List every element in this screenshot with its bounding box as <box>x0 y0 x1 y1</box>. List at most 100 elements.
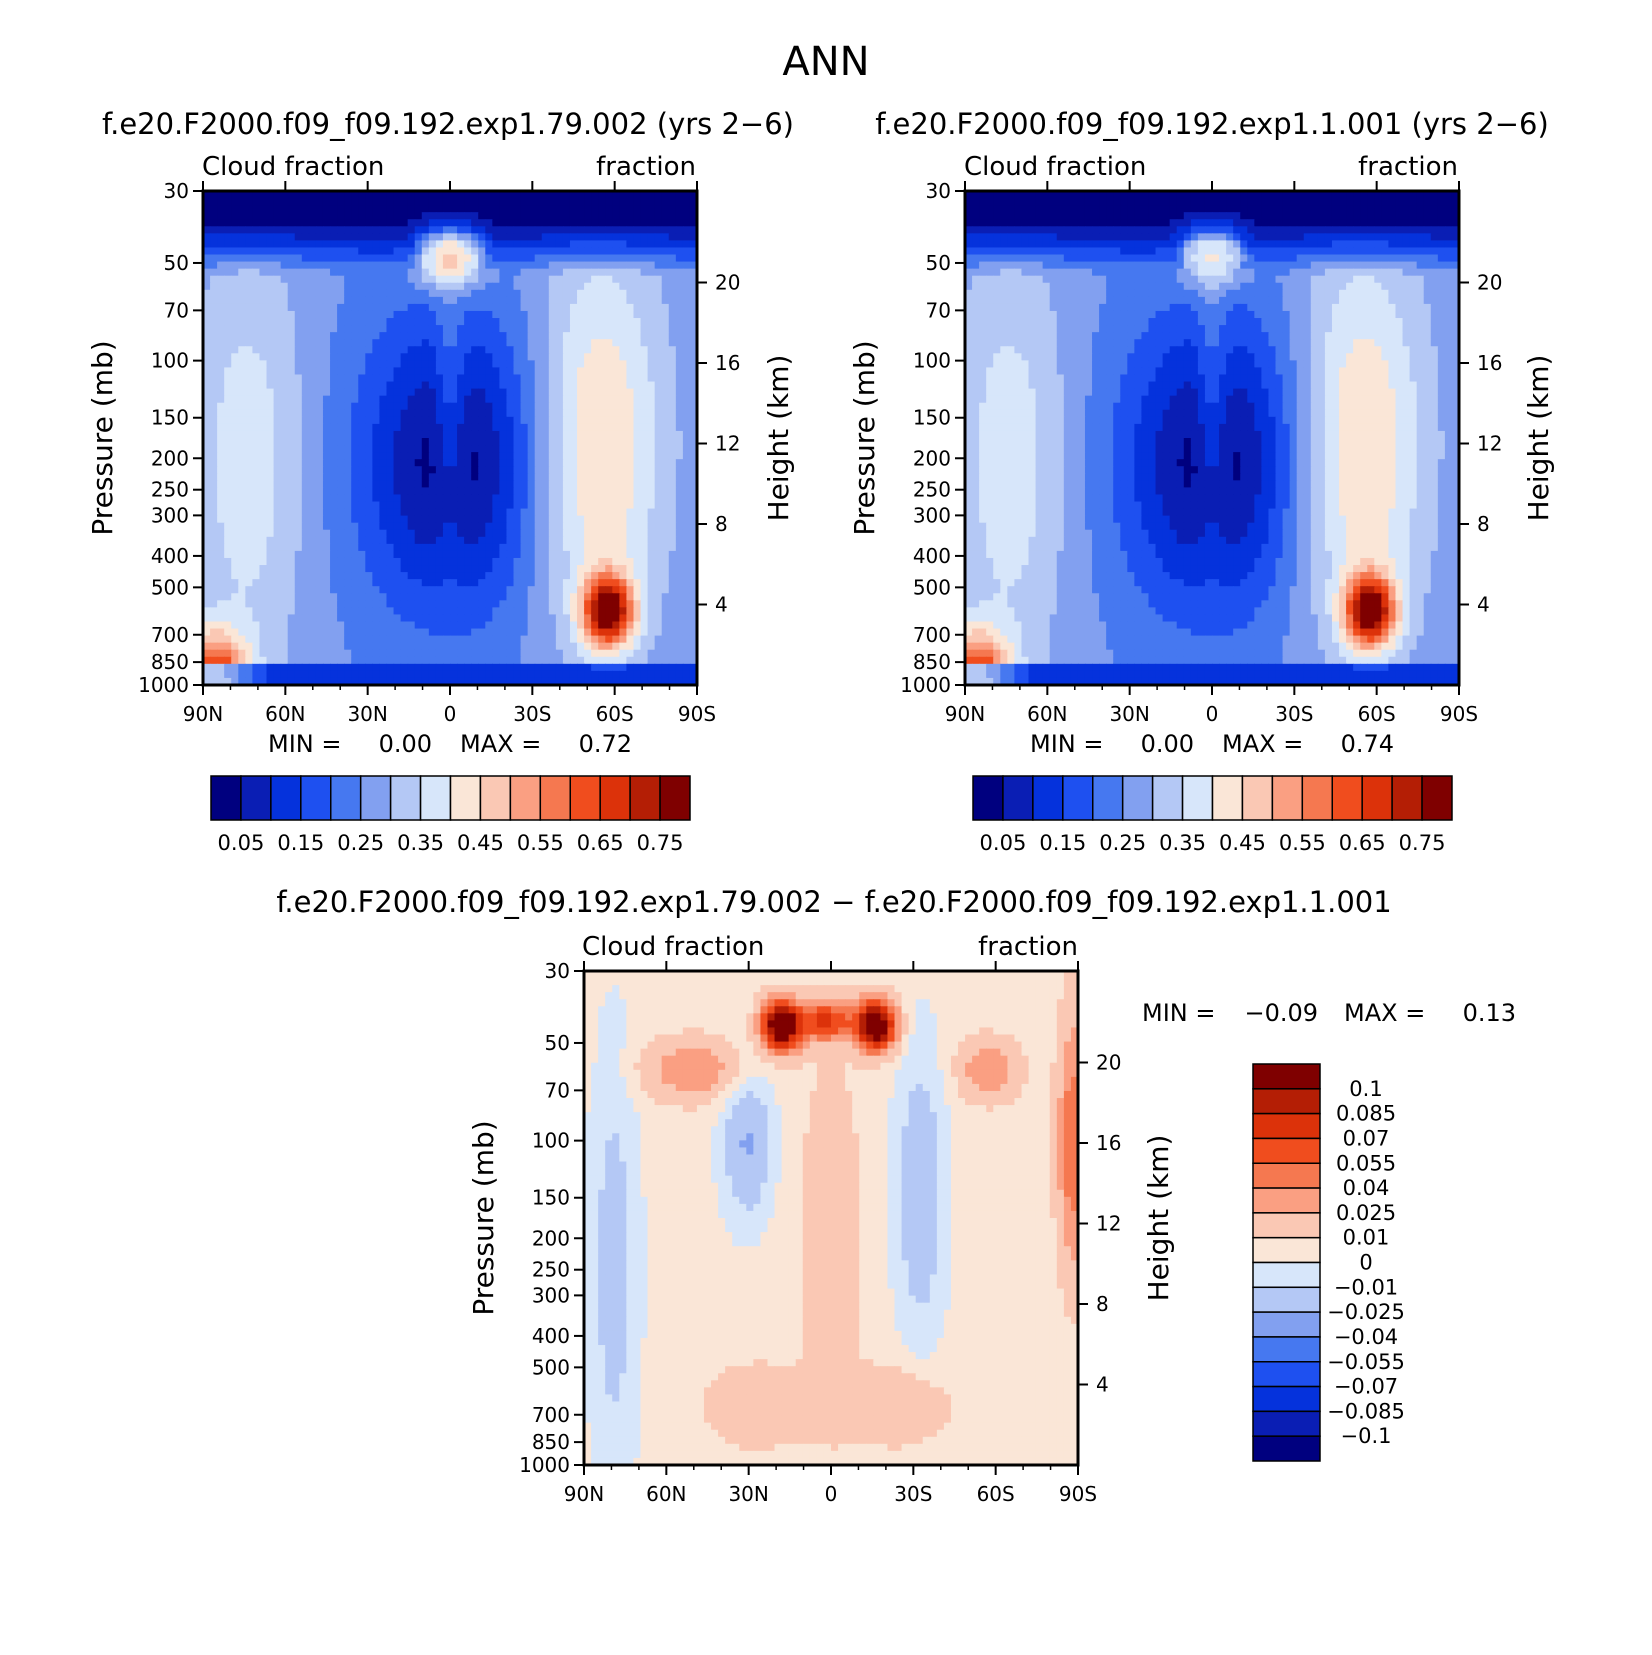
contour-cell <box>330 543 338 552</box>
contour-cell <box>492 353 500 361</box>
contour-cell <box>577 339 585 347</box>
contour-cell <box>598 332 606 340</box>
contour-cell <box>450 677 458 686</box>
contour-cell <box>619 494 628 503</box>
contour-cell <box>450 367 458 376</box>
contour-cell <box>471 452 479 460</box>
contour-cell <box>266 254 275 263</box>
contour-cell <box>633 268 642 277</box>
contour-cell <box>584 656 592 665</box>
contour-cell <box>513 607 522 616</box>
contour-cell <box>534 325 543 333</box>
contour-cell <box>407 226 416 234</box>
contour-cell <box>485 240 493 249</box>
contour-cell <box>499 649 508 658</box>
contour-cell <box>337 423 345 432</box>
contour-cell <box>598 565 606 573</box>
contour-cell <box>301 642 310 651</box>
contour-cell <box>414 233 423 241</box>
contour-cell <box>591 423 599 432</box>
contour-cell <box>231 586 239 594</box>
contour-cell <box>407 212 416 220</box>
contour-cell <box>322 296 331 305</box>
contour-cell <box>598 339 606 347</box>
contour-cell <box>428 466 437 474</box>
contour-cell <box>450 275 458 284</box>
contour-cell <box>400 557 409 566</box>
contour-cell <box>421 254 430 263</box>
contour-cell <box>534 381 543 390</box>
contour-cell <box>612 282 620 291</box>
contour-cell <box>478 536 486 545</box>
contour-cell <box>315 565 324 573</box>
contour-cell <box>407 409 416 418</box>
contour-cell <box>301 550 310 559</box>
contour-cell <box>393 487 402 496</box>
contour-cell <box>457 325 465 333</box>
contour-cell <box>668 275 677 284</box>
contour-cell <box>294 395 303 404</box>
contour-cell <box>238 219 246 227</box>
contour-cell <box>682 452 691 460</box>
contour-cell <box>598 522 606 531</box>
contour-cell <box>520 501 529 510</box>
contour-cell <box>527 656 536 665</box>
contour-cell <box>308 289 317 298</box>
contour-cell <box>661 557 670 566</box>
contour-cell <box>266 346 275 354</box>
contour-cell <box>626 480 635 488</box>
contour-cell <box>407 586 416 594</box>
contour-cell <box>259 466 268 474</box>
contour-cell <box>612 452 620 460</box>
contour-cell <box>675 395 684 404</box>
contour-cell <box>612 318 620 326</box>
contour-cell <box>619 565 628 573</box>
contour-cell <box>428 536 437 545</box>
contour-cell <box>435 395 444 404</box>
contour-cell <box>464 360 472 369</box>
contour-cell <box>591 388 599 397</box>
contour-cell <box>224 649 232 658</box>
contour-cell <box>407 430 416 439</box>
contour-cell <box>541 656 550 665</box>
contour-cell <box>541 445 550 453</box>
contour-cell <box>626 416 635 425</box>
contour-cell <box>598 303 606 312</box>
contour-cell <box>421 607 430 616</box>
contour-cell <box>210 198 218 206</box>
contour-cell <box>294 282 303 291</box>
contour-cell <box>280 325 289 333</box>
contour-cell <box>682 565 691 573</box>
contour-cell <box>492 275 500 284</box>
contour-cell <box>217 438 225 446</box>
contour-cell <box>661 445 670 453</box>
contour-cell <box>598 367 606 376</box>
contour-cell <box>541 240 550 249</box>
contour-cell <box>591 416 599 425</box>
contour-cell <box>562 325 571 333</box>
contour-cell <box>584 374 592 383</box>
contour-cell <box>640 332 649 340</box>
contour-cell <box>548 381 557 390</box>
contour-cell <box>231 346 239 354</box>
contour-cell <box>457 550 465 559</box>
contour-cell <box>577 677 585 686</box>
contour-cell <box>315 381 324 390</box>
contour-cell <box>301 367 310 376</box>
contour-cell <box>485 663 493 672</box>
contour-cell <box>407 501 416 510</box>
contour-cell <box>471 318 479 326</box>
contour-cell <box>238 663 246 672</box>
contour-cell <box>203 233 211 241</box>
contour-cell <box>294 536 303 545</box>
contour-cell <box>266 621 275 630</box>
contour-cell <box>457 310 465 319</box>
contour-cell <box>365 663 373 672</box>
contour-cell <box>372 226 381 234</box>
contour-cell <box>435 205 444 213</box>
contour-cell <box>322 233 331 241</box>
contour-cell <box>245 240 253 249</box>
contour-cell <box>506 550 515 559</box>
contour-cell <box>442 318 451 326</box>
right-axis-label: Height (km) <box>762 355 795 522</box>
